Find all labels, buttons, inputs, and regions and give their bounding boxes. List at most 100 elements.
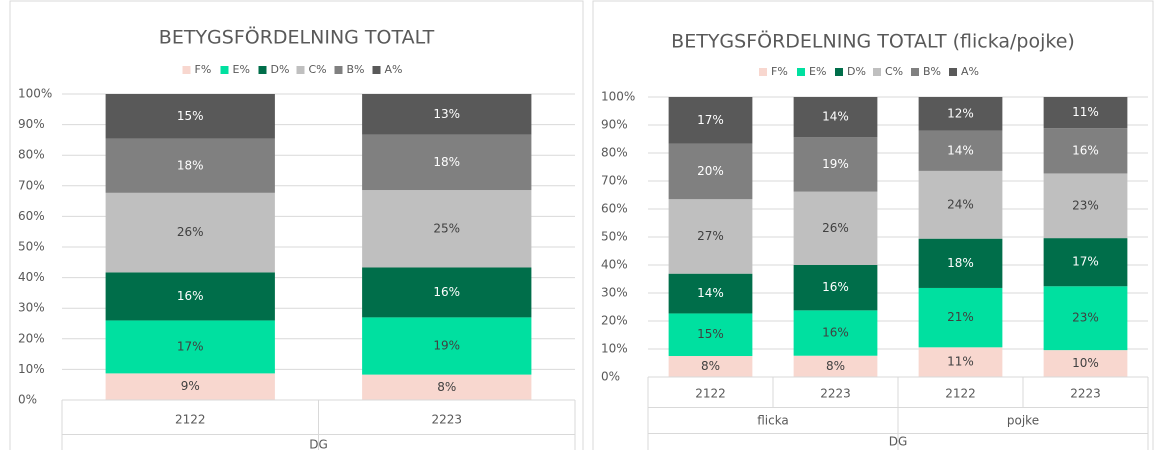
x-tick-label: 2223 — [820, 387, 851, 401]
bar-segment — [918, 287, 1003, 348]
value-label: 16% — [433, 285, 460, 299]
bar-segment — [918, 130, 1003, 171]
legend-label: F% — [195, 63, 212, 76]
y-tick-label: 90% — [18, 117, 45, 131]
bar-segment — [362, 94, 532, 135]
bar-segment — [362, 134, 532, 191]
bar-segment — [668, 199, 753, 274]
legend-label: E% — [809, 65, 826, 78]
y-tick-label: 20% — [18, 331, 45, 345]
bar-segment — [362, 267, 532, 318]
axis-group-label: DG — [889, 435, 908, 449]
value-label: 17% — [697, 113, 724, 127]
y-tick-label: 80% — [601, 146, 628, 160]
value-label: 19% — [433, 338, 460, 352]
chart-title: BETYGSFÖRDELNING TOTALT (flicka/pojke) — [671, 30, 1075, 53]
value-label: 12% — [947, 106, 974, 120]
axis-group-label: DG — [309, 438, 328, 450]
value-label: 26% — [177, 225, 204, 239]
bar-segment — [793, 265, 878, 311]
y-tick-label: 10% — [601, 342, 628, 356]
value-label: 14% — [947, 143, 974, 157]
legend-label: D% — [847, 65, 866, 78]
bar-segment — [362, 317, 532, 375]
group-label: flicka — [757, 414, 789, 428]
bar-segment — [105, 272, 275, 321]
legend-label: A% — [385, 63, 403, 76]
bar-segment — [1043, 173, 1128, 239]
legend-swatch — [334, 66, 343, 74]
bar-segment — [793, 137, 878, 192]
bar-segment — [918, 238, 1003, 288]
bar-segment — [1043, 97, 1128, 129]
y-tick-label: 30% — [18, 301, 45, 315]
y-tick-label: 70% — [18, 178, 45, 192]
bar-segment — [668, 313, 753, 356]
bar-segment — [668, 143, 753, 200]
value-label: 16% — [1072, 143, 1099, 157]
value-label: 13% — [433, 107, 460, 121]
value-label: 11% — [1072, 105, 1099, 119]
bar-segment — [362, 374, 532, 400]
value-label: 24% — [947, 197, 974, 211]
y-tick-label: 0% — [601, 370, 620, 384]
bar-segment — [793, 310, 878, 356]
legend-label: F% — [771, 65, 788, 78]
y-tick-label: 60% — [18, 209, 45, 223]
y-tick-label: 40% — [18, 270, 45, 284]
bar-segment — [918, 347, 1003, 377]
value-label: 18% — [177, 158, 204, 172]
bar-segment — [1043, 286, 1128, 351]
y-tick-label: 50% — [18, 240, 45, 254]
value-label: 15% — [177, 109, 204, 123]
x-tick-label: 2122 — [175, 413, 206, 427]
legend-label: C% — [885, 65, 903, 78]
bar-segment — [793, 355, 878, 377]
legend-label: C% — [309, 63, 327, 76]
y-tick-label: 30% — [601, 286, 628, 300]
x-tick-label: 2223 — [1070, 387, 1101, 401]
bar-segment — [793, 191, 878, 265]
value-label: 19% — [822, 157, 849, 171]
value-label: 17% — [177, 339, 204, 353]
y-tick-label: 90% — [601, 118, 628, 132]
chart-title: BETYGSFÖRDELNING TOTALT — [159, 26, 435, 49]
y-tick-label: 0% — [18, 393, 37, 407]
value-label: 14% — [822, 110, 849, 124]
bar-segment — [1043, 128, 1128, 174]
bar-segment — [1043, 238, 1128, 287]
legend-swatch — [759, 68, 767, 76]
x-tick-label: 2122 — [945, 387, 976, 401]
value-label: 16% — [177, 289, 204, 303]
value-label: 27% — [697, 229, 724, 243]
legend-swatch — [797, 68, 805, 76]
bar-segment — [1043, 350, 1128, 377]
y-tick-label: 60% — [601, 202, 628, 216]
value-label: 23% — [1072, 198, 1099, 212]
bar-segment — [793, 97, 878, 138]
value-label: 25% — [433, 221, 460, 235]
legend-swatch — [873, 68, 881, 76]
group-label: pojke — [1007, 414, 1039, 428]
value-label: 21% — [947, 310, 974, 324]
legend-swatch — [372, 66, 381, 74]
bar-segment — [105, 373, 275, 400]
value-label: 10% — [1072, 356, 1099, 370]
value-label: 16% — [822, 280, 849, 294]
legend-swatch — [220, 66, 229, 74]
value-label: 15% — [697, 327, 724, 341]
bar-segment — [105, 138, 275, 193]
legend-label: B% — [923, 65, 941, 78]
value-label: 18% — [433, 155, 460, 169]
bar-segment — [362, 190, 532, 268]
y-tick-label: 100% — [18, 87, 52, 101]
legend-label: E% — [233, 63, 250, 76]
legend-swatch — [835, 68, 843, 76]
x-tick-label: 2223 — [431, 413, 462, 427]
value-label: 14% — [697, 286, 724, 300]
value-label: 16% — [822, 326, 849, 340]
y-tick-label: 10% — [18, 362, 45, 376]
value-label: 17% — [1072, 255, 1099, 269]
legend-label: B% — [347, 63, 365, 76]
bar-segment — [668, 356, 753, 377]
